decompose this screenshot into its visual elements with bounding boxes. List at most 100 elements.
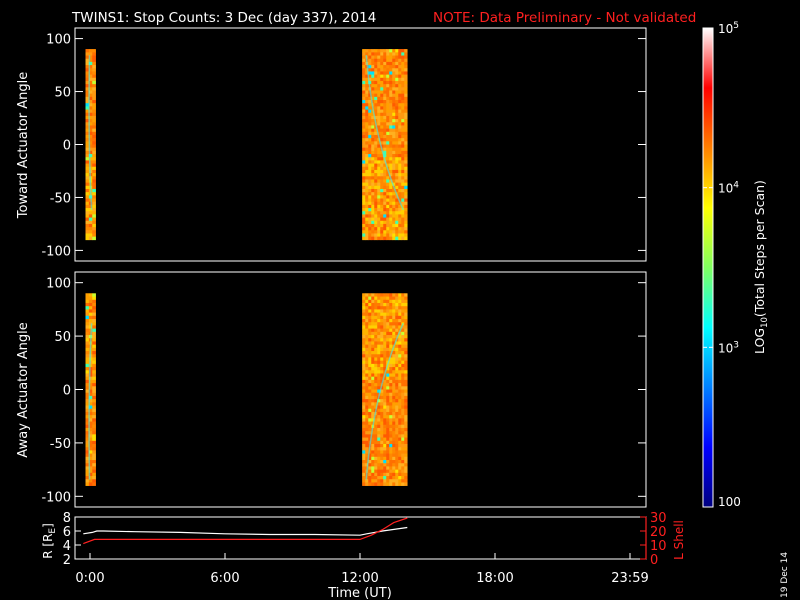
heatmap-cell [365,236,369,241]
heatmap-cell [401,157,405,161]
heatmap-cell [398,71,402,75]
heatmap-cell [377,198,381,202]
heatmap-cell [401,463,405,467]
heatmap-cell [371,434,375,438]
heatmap-cell [404,87,408,91]
heatmap-cell [380,188,384,193]
heatmap-cell [383,71,387,75]
heatmap-cell [85,395,90,400]
heatmap-cell [374,415,378,419]
y-tick-label: -100 [41,490,71,505]
heatmap-cell [92,223,96,228]
heatmap-cell [368,302,372,307]
heatmap-cell [377,379,381,384]
heatmap-cell [392,309,396,313]
heatmap-cell [88,103,93,107]
heatmap-cell [389,424,393,429]
heatmap-cell [392,154,396,158]
heatmap-cell [386,399,390,403]
heatmap-cell [92,363,96,368]
heatmap-cell [374,440,378,445]
heatmap-cell [371,147,375,152]
heatmap-cell [85,312,90,317]
heatmap-cell [401,312,405,317]
heatmap-cell [92,472,96,477]
heatmap-cell [374,157,378,161]
heatmap-cell [368,166,372,171]
heatmap-cell [389,236,393,241]
heatmap-cell [383,192,387,196]
heatmap-cell [88,418,93,422]
heatmap-cell [88,122,93,126]
heatmap-cell [404,138,408,142]
heatmap-cell [368,347,372,352]
heatmap-cell [92,386,96,390]
heatmap-cell [374,328,378,333]
heatmap-cell [392,192,396,196]
heatmap-cell [371,392,375,397]
heatmap-cell [386,354,390,358]
heatmap-cell [371,319,375,323]
heatmap-cell [383,61,387,66]
heatmap-cell [88,302,93,307]
heatmap-cell [404,223,408,228]
heatmap-cell [380,405,384,410]
heatmap-cell [389,166,393,171]
heatmap-cell [377,302,381,307]
heatmap-cell [362,80,366,85]
heatmap-cell [380,227,384,231]
heatmap-cell [386,211,390,215]
heatmap-cell [389,103,393,107]
heatmap-cell [395,182,399,187]
heatmap-cell [386,450,390,454]
heatmap-cell [380,192,384,196]
heatmap-cell [389,227,393,231]
heatmap-cell [371,453,375,458]
heatmap-cell [398,479,402,483]
heatmap-cell [398,169,402,174]
heatmap-cell [389,154,393,158]
heatmap-cell [92,55,96,60]
heatmap-cell [374,80,378,85]
heatmap-cell [404,386,408,390]
heatmap-cell [389,347,393,352]
heatmap-cell [377,447,381,451]
heatmap-cell [362,188,366,193]
heatmap-cell [389,173,393,177]
heatmap-cell [377,306,381,310]
heatmap-cell [377,90,381,94]
heatmap-cell [386,367,390,371]
heatmap-cell [398,87,402,91]
heatmap-cell [377,49,381,53]
heatmap-cell [371,476,375,480]
heatmap-cell [398,424,402,429]
heatmap-cell [380,299,384,304]
heatmap-cell [365,335,369,339]
heatmap-cell [383,106,387,110]
heatmap-cell [85,399,90,403]
heatmap-cell [365,90,369,94]
heatmap-cell [389,418,393,422]
heatmap-cell [377,173,381,177]
heatmap-cell [398,338,402,342]
heatmap-cell [401,185,405,190]
heatmap-cell [368,128,372,133]
heatmap-cell [374,236,378,241]
heatmap-cell [88,376,93,381]
heatmap-cell [398,411,402,416]
heatmap-cell [362,138,366,142]
heatmap-cell [398,322,402,326]
heatmap-cell [362,185,366,190]
heatmap-cell [365,106,369,110]
heatmap-cell [374,427,378,432]
heatmap-cell [85,476,90,480]
heatmap-cell [374,93,378,98]
heatmap-cell [392,150,396,155]
heatmap-cell [362,309,366,313]
heatmap-cell [92,112,96,117]
heatmap-cell [389,134,393,139]
heatmap-cell [404,434,408,438]
heatmap-cell [383,447,387,451]
heatmap-cell [92,179,96,183]
